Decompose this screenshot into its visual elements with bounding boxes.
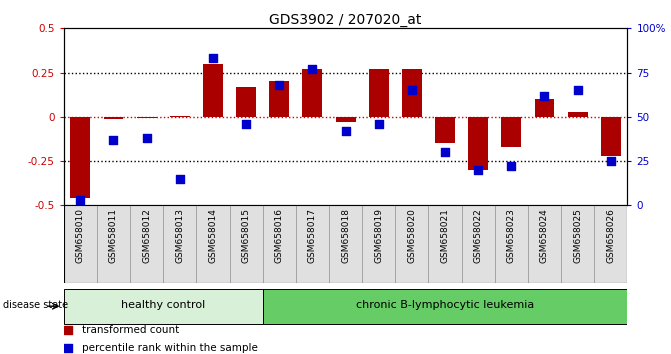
Point — [307, 66, 318, 72]
Bar — [528, 205, 561, 283]
Bar — [236, 87, 256, 117]
Bar — [369, 69, 389, 117]
Bar — [163, 205, 197, 283]
Text: GSM658018: GSM658018 — [341, 209, 350, 263]
Bar — [435, 117, 455, 143]
Text: percentile rank within the sample: percentile rank within the sample — [82, 343, 258, 353]
Point — [373, 121, 384, 127]
Bar — [130, 205, 163, 283]
Bar — [262, 289, 627, 324]
Point — [174, 176, 185, 182]
Title: GDS3902 / 207020_at: GDS3902 / 207020_at — [269, 13, 422, 27]
Bar — [303, 69, 322, 117]
Text: chronic B-lymphocytic leukemia: chronic B-lymphocytic leukemia — [356, 301, 534, 310]
Bar — [362, 205, 395, 283]
Text: GSM658013: GSM658013 — [175, 209, 185, 263]
Text: GSM658020: GSM658020 — [407, 209, 417, 263]
Point — [572, 87, 583, 93]
Text: GSM658025: GSM658025 — [573, 209, 582, 263]
Point — [142, 135, 152, 141]
Bar — [64, 205, 97, 283]
Bar — [329, 205, 362, 283]
Point — [506, 164, 517, 169]
Point — [340, 128, 351, 134]
Bar — [535, 99, 554, 117]
Bar — [568, 112, 588, 117]
Text: disease state: disease state — [3, 301, 68, 310]
Bar — [269, 81, 289, 117]
Point — [241, 121, 252, 127]
Bar — [495, 205, 528, 283]
Point — [75, 197, 86, 203]
Text: GSM658021: GSM658021 — [441, 209, 450, 263]
Bar — [170, 116, 190, 117]
Point — [605, 158, 616, 164]
Point — [297, 277, 307, 283]
Text: GSM658026: GSM658026 — [607, 209, 615, 263]
Text: GSM658022: GSM658022 — [474, 209, 482, 263]
Bar — [296, 205, 329, 283]
Text: GSM658017: GSM658017 — [308, 209, 317, 263]
Bar — [197, 205, 229, 283]
Point — [473, 167, 484, 173]
Bar — [501, 117, 521, 147]
Text: GSM658014: GSM658014 — [209, 209, 217, 263]
Bar — [468, 117, 488, 170]
Text: transformed count: transformed count — [82, 325, 179, 335]
Point — [274, 82, 285, 88]
Text: GSM658024: GSM658024 — [540, 209, 549, 263]
Point — [207, 56, 218, 61]
Text: GSM658015: GSM658015 — [242, 209, 250, 263]
Bar — [64, 289, 262, 324]
Bar — [462, 205, 495, 283]
Bar — [395, 205, 429, 283]
Bar — [203, 64, 223, 117]
Point — [297, 118, 307, 124]
Text: GSM658011: GSM658011 — [109, 209, 118, 263]
Text: GSM658010: GSM658010 — [76, 209, 85, 263]
Point — [108, 137, 119, 143]
Bar — [262, 205, 296, 283]
Bar — [137, 117, 156, 118]
Bar — [601, 117, 621, 156]
Bar — [595, 205, 627, 283]
Bar — [429, 205, 462, 283]
Bar — [229, 205, 262, 283]
Bar — [402, 69, 422, 117]
Text: GSM658019: GSM658019 — [374, 209, 383, 263]
Bar — [103, 117, 123, 119]
Point — [407, 87, 417, 93]
Text: GSM658012: GSM658012 — [142, 209, 151, 263]
Text: healthy control: healthy control — [121, 301, 205, 310]
Bar — [336, 117, 356, 122]
Point — [539, 93, 550, 98]
Text: GSM658023: GSM658023 — [507, 209, 516, 263]
Point — [440, 149, 450, 155]
Text: GSM658016: GSM658016 — [274, 209, 284, 263]
Bar — [97, 205, 130, 283]
Bar — [70, 117, 91, 198]
Bar — [561, 205, 595, 283]
